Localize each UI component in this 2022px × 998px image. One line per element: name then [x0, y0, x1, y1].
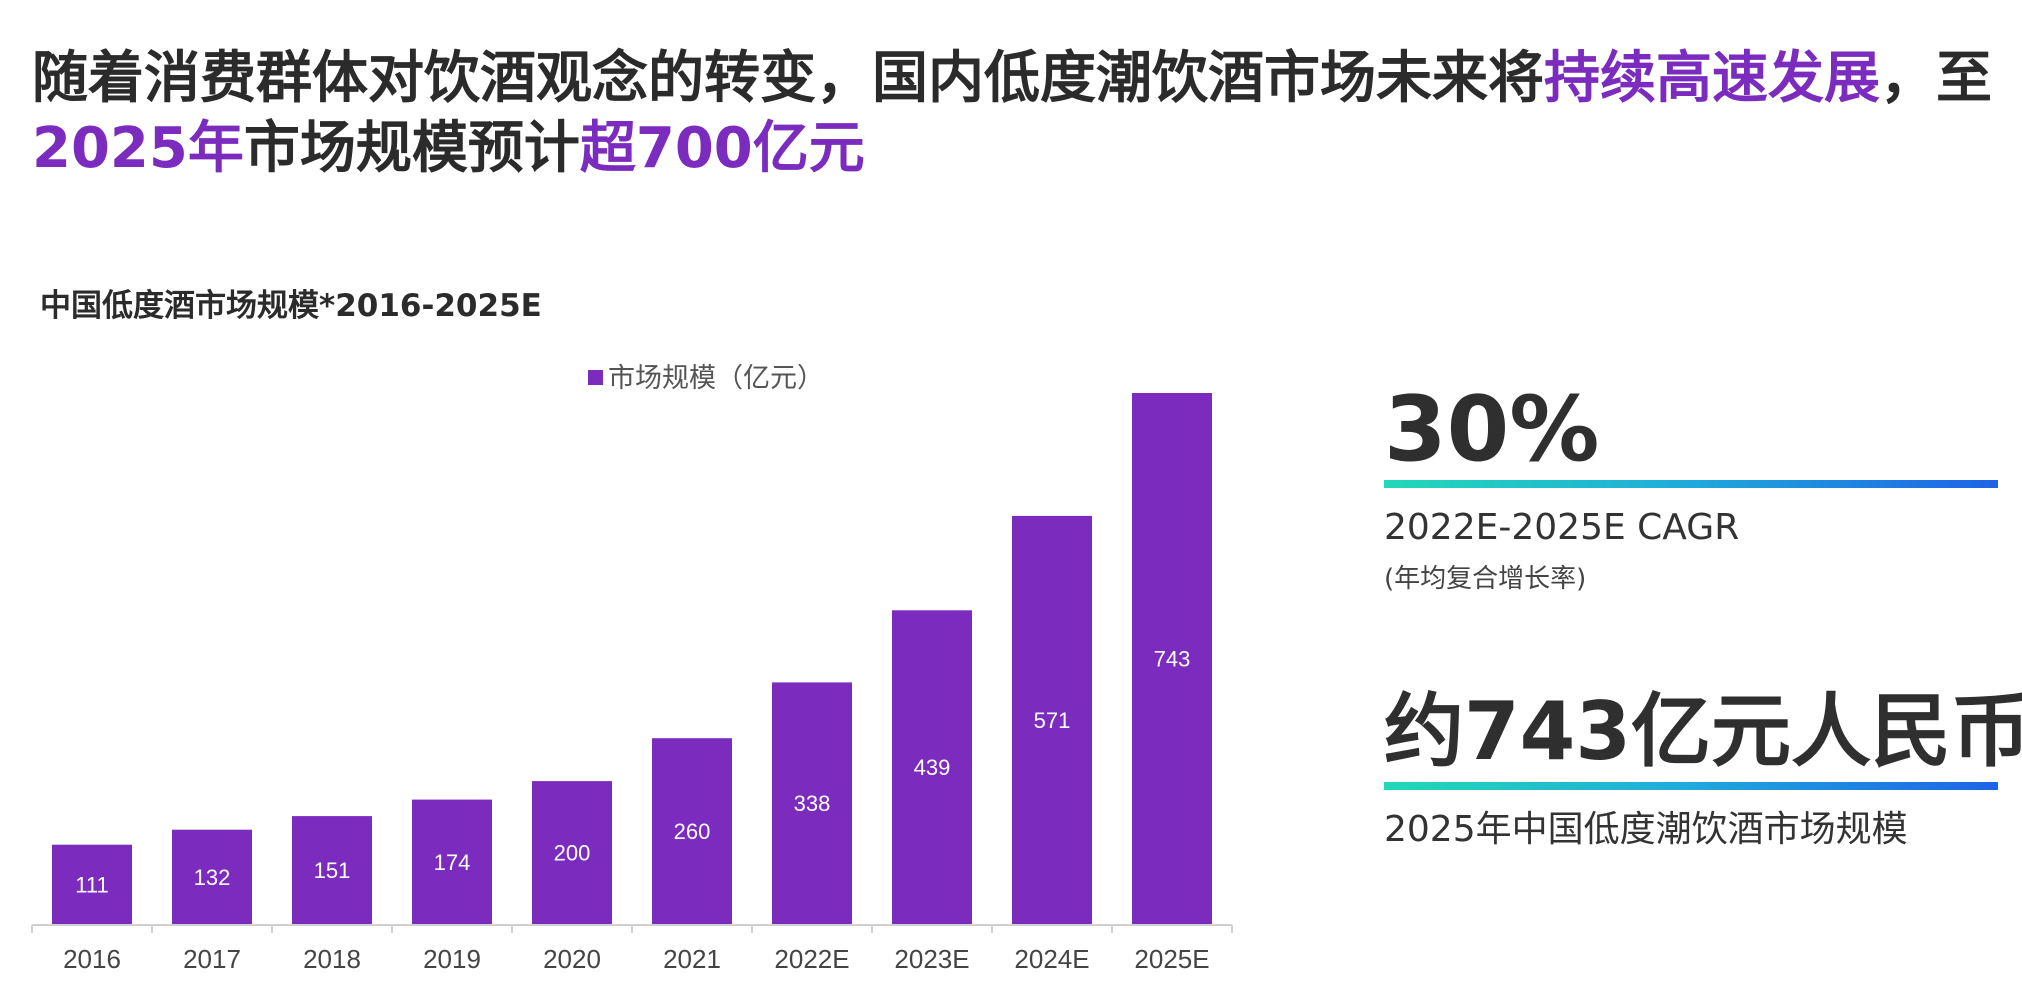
headline-text-1: 随着消费群体对饮酒观念的转变，国内低度潮饮酒市场未来将: [32, 46, 1544, 111]
x-tick-label-2022E: 2022E: [774, 944, 849, 974]
cagr-caption: 2022E-2025E CAGR: [1384, 507, 1740, 548]
headline-highlight-growth: 持续高速发展: [1544, 46, 1880, 111]
x-tick-label-2019: 2019: [423, 944, 481, 974]
legend-label: 市场规模（亿元）: [608, 363, 824, 394]
bar-2020: [532, 781, 612, 924]
market-size-caption: 2025年中国低度潮饮酒市场规模: [1384, 809, 1908, 850]
data-label-2023E: 439: [914, 755, 951, 780]
bar-2017: [172, 829, 252, 924]
cagr-stat: 30% 2022E-2025E CAGR (年均复合增长率): [1384, 380, 1998, 595]
data-label-2020: 200: [554, 841, 591, 866]
market-size-stat: 约743亿元人民币 2025年中国低度潮饮酒市场规模: [1384, 682, 2022, 852]
bar-2022E: [772, 682, 852, 924]
x-tick-label-2021: 2021: [663, 944, 721, 974]
data-label-2019: 174: [434, 850, 471, 875]
data-label-2025E: 743: [1154, 647, 1191, 672]
data-label-2022E: 338: [794, 791, 831, 816]
market-gradient-line: [1384, 782, 1998, 790]
data-label-2016: 111: [75, 872, 108, 897]
bar-chart: 市场规模（亿元） 111 132 151 174 200260338439571743 …: [31, 363, 1233, 974]
data-label-2021: 260: [674, 819, 711, 844]
headline-highlight-amount: 超700亿元: [579, 116, 865, 181]
cagr-gradient-line: [1384, 480, 1998, 488]
data-label-2024E: 571: [1034, 708, 1071, 733]
cagr-note: (年均复合增长率): [1384, 564, 1587, 594]
headline-highlight-year: 2025年: [32, 116, 244, 181]
x-tick-label-2017: 2017: [183, 944, 241, 974]
data-label-2017: 132: [194, 865, 231, 890]
chart-title: 中国低度酒市场规模*2016-2025E: [40, 288, 542, 324]
bar-2021: [652, 738, 732, 924]
bar-2016: [52, 844, 132, 924]
cagr-value: 30%: [1384, 377, 1600, 482]
x-tick-label-2025E: 2025E: [1134, 944, 1209, 974]
x-tick-label-2024E: 2024E: [1014, 944, 1089, 974]
bar-2024E: [1012, 515, 1092, 924]
market-size-value: 约743亿元人民币: [1384, 685, 2022, 778]
bar-series: 111 132 151 174 200 260 338 439 571 743: [52, 393, 1212, 924]
x-tick-label-2016: 2016: [63, 944, 121, 974]
headline-text-2: ，至: [1880, 46, 1992, 111]
bar-2023E: [892, 610, 972, 924]
headline: 随着消费群体对饮酒观念的转变，国内低度潮饮酒市场未来将持续高速发展，至 2025…: [32, 44, 1992, 184]
x-tick-label-2020: 2020: [543, 944, 601, 974]
headline-text-3: 市场规模预计: [243, 116, 580, 181]
chart-legend: 市场规模（亿元）: [588, 363, 824, 394]
bar-2018: [292, 816, 372, 924]
bar-2019: [412, 799, 492, 924]
data-label-2018: 151: [314, 858, 351, 883]
legend-swatch: [588, 370, 603, 385]
x-tick-label-2023E: 2023E: [894, 944, 969, 974]
bar-2025E: [1132, 393, 1212, 924]
x-axis: 2016 2017 2018 2019 2020 2021 2022E 2023E 2024E 2…: [31, 924, 1233, 974]
x-tick-label-2018: 2018: [303, 944, 361, 974]
